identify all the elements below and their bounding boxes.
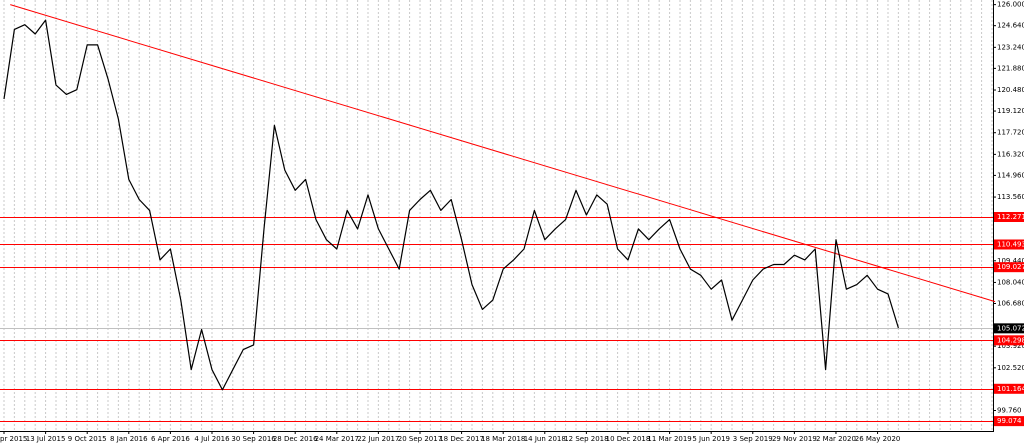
y-tick-label: 117.720 [997, 129, 1024, 137]
x-tick-label: 9 Oct 2015 [68, 435, 107, 443]
y-tick-label: 103.920 [997, 342, 1024, 350]
level-box [994, 239, 1024, 250]
level-box [994, 335, 1024, 346]
y-tick-label: 116.320 [997, 150, 1024, 158]
y-tick-label: 99.760 [997, 407, 1022, 415]
x-tick-label: 14 Jun 2018 [524, 435, 566, 443]
x-tick-label: 10 Dec 2018 [606, 435, 651, 443]
x-tick-label: 24 Mar 2017 [315, 435, 359, 443]
level-box [994, 383, 1024, 394]
x-tick-label: 12 Sep 2018 [564, 435, 608, 443]
level-box [994, 416, 1024, 427]
current-price-label: 105.072 [997, 324, 1024, 332]
level-label: 112.271 [997, 213, 1024, 221]
y-tick-label: 114.960 [997, 171, 1024, 179]
x-tick-label: 2 Mar 2020 [816, 435, 856, 443]
trendline [10, 4, 996, 303]
y-tick-label: 113.560 [997, 193, 1024, 201]
x-tick-label: 18 Mar 2018 [481, 435, 525, 443]
y-tick-label: 120.480 [997, 86, 1024, 94]
price-line [3, 19, 899, 391]
level-label: 101.164 [997, 385, 1024, 393]
x-tick-label: 11 Mar 2019 [647, 435, 691, 443]
y-tick-label: 121.880 [997, 64, 1024, 72]
x-tick-label: 28 Dec 2016 [273, 435, 318, 443]
y-tick-label: 102.520 [997, 364, 1024, 372]
x-tick-label: 26 May 2020 [855, 435, 901, 443]
y-tick-label: 108.040 [997, 278, 1024, 286]
x-tick-label: 6 Apr 2016 [151, 435, 190, 443]
x-tick-label: 29 Nov 2019 [772, 435, 817, 443]
y-tick-label: 109.440 [997, 257, 1024, 265]
x-tick-label: pr 2015 [0, 435, 27, 443]
x-tick-label: 20 Sep 2017 [398, 435, 442, 443]
plot-area [0, 0, 993, 431]
level-label: 110.493 [997, 240, 1024, 248]
x-tick-label: 3 Sep 2019 [733, 435, 773, 443]
x-tick-label: 5 Jun 2019 [692, 435, 730, 443]
x-tick-label: 4 Jul 2016 [194, 435, 230, 443]
y-tick-label: 119.120 [997, 107, 1024, 115]
y-tick-label: 123.240 [997, 43, 1024, 51]
current-price-box [994, 323, 1024, 334]
y-tick-label: 126.000 [997, 1, 1024, 9]
x-tick-label: 18 Dec 2017 [439, 435, 484, 443]
level-label: 104.298 [997, 336, 1024, 344]
x-tick-label: 13 Jul 2015 [26, 435, 66, 443]
x-tick-label: 8 Jan 2016 [110, 435, 148, 443]
level-label: 109.027 [997, 263, 1024, 271]
x-tick-label: 22 Jun 2017 [357, 435, 399, 443]
x-tick-label: 30 Sep 2016 [231, 435, 276, 443]
level-box [994, 211, 1024, 222]
level-box [994, 262, 1024, 273]
level-label: 99.074 [997, 417, 1022, 425]
y-tick-label: 124.640 [997, 22, 1024, 30]
y-tick-label: 106.680 [997, 299, 1024, 307]
